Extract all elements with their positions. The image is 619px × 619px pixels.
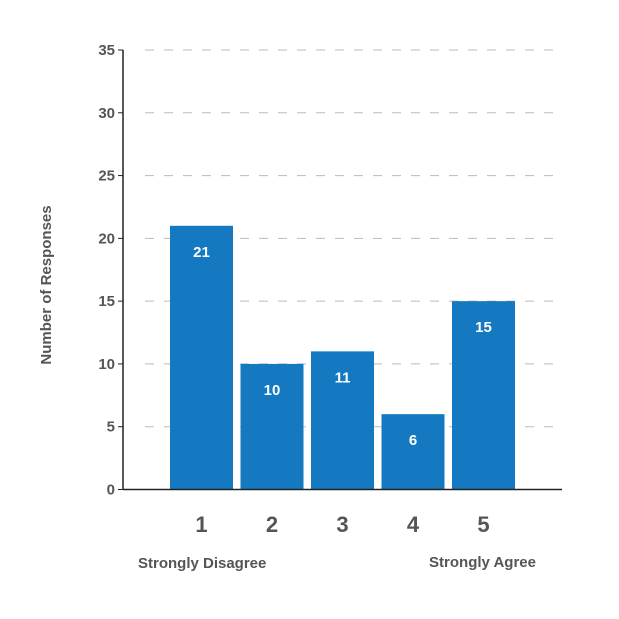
data-label-4: 6 [409, 432, 417, 449]
data-labels: 21 10 11 6 15 [193, 244, 492, 449]
bar-2 [240, 363, 304, 490]
y-tick-label: 0 [107, 482, 115, 499]
category-label-1: 1 [195, 512, 207, 537]
y-tick-label: 5 [107, 419, 115, 436]
data-label-1: 21 [193, 244, 210, 261]
bars [170, 225, 515, 490]
data-label-2: 10 [264, 382, 281, 399]
y-tick-label: 20 [98, 230, 115, 247]
y-tick-label: 30 [98, 105, 115, 122]
scale-label-high: Strongly Agree [429, 554, 536, 571]
category-label-3: 3 [336, 512, 348, 537]
bar-5 [452, 301, 515, 490]
category-label-2: 2 [266, 512, 278, 537]
y-tick-label: 25 [98, 168, 115, 185]
category-label-5: 5 [477, 512, 489, 537]
x-axis-categories: 1 2 3 4 5 [195, 512, 489, 537]
bar-3 [311, 351, 374, 490]
y-axis-title: Number of Responses [38, 205, 55, 364]
y-tick-label: 35 [98, 42, 115, 59]
data-label-5: 15 [475, 319, 492, 336]
y-axis-ticks: 0 5 10 15 20 25 30 35 [98, 42, 123, 499]
y-tick-label: 10 [98, 356, 115, 373]
scale-label-low: Strongly Disagree [138, 555, 266, 572]
bar-4 [381, 414, 445, 490]
category-label-4: 4 [407, 512, 420, 537]
data-label-3: 11 [335, 369, 351, 386]
y-tick-label: 15 [98, 293, 115, 310]
bar-1 [170, 225, 233, 490]
